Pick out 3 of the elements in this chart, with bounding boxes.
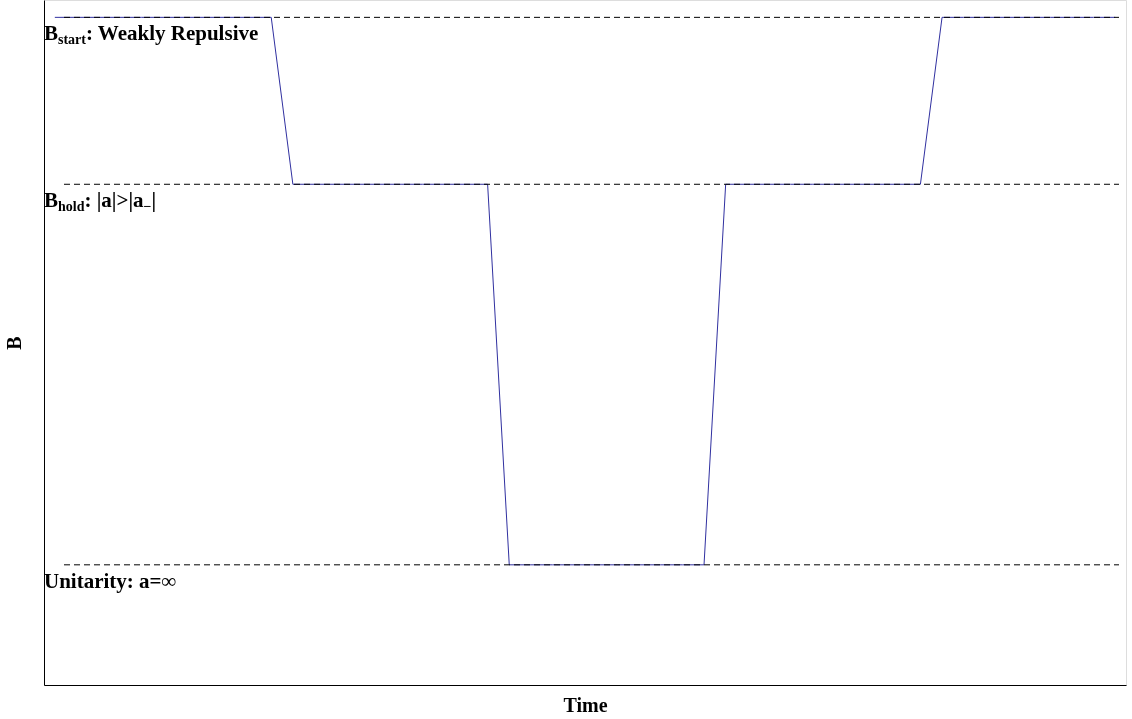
x-axis-title: Time — [563, 693, 608, 716]
y-axis-title: B — [2, 336, 25, 350]
ref-line-label: Unitarity: a=∞ — [44, 568, 177, 593]
